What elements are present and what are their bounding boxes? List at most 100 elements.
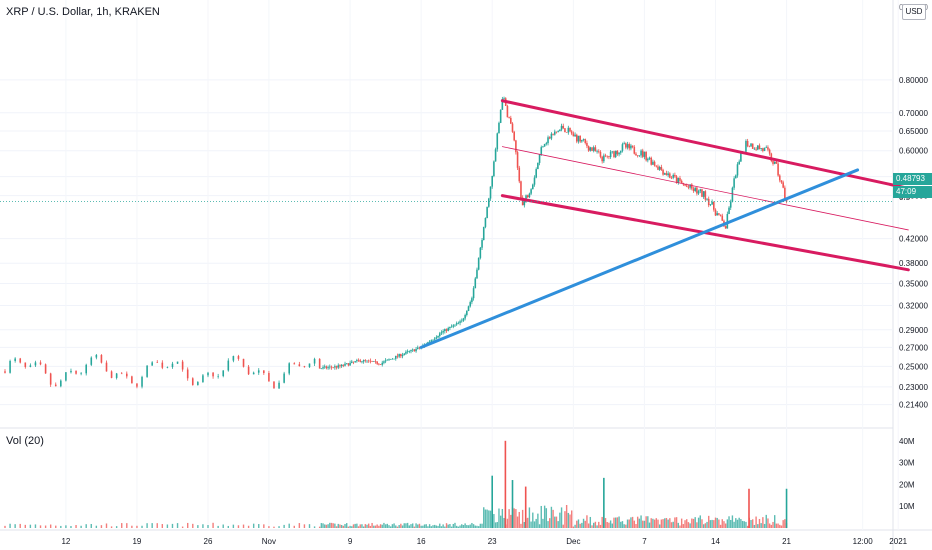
candle-body (151, 362, 153, 366)
candle-body (318, 358, 321, 369)
volume-bar (471, 522, 473, 528)
candle-body (120, 373, 123, 375)
candle-body (411, 349, 414, 351)
volume-bar (450, 526, 453, 528)
symbol-title[interactable]: XRP / U.S. Dollar, 1h, KRAKEN (6, 6, 160, 18)
currency-button[interactable]: USD (902, 4, 926, 20)
candle-body (413, 349, 416, 352)
volume-bar (442, 524, 444, 528)
candle-body (542, 146, 544, 148)
volume-bar (757, 524, 759, 528)
candle-body (383, 361, 385, 363)
candle-body (543, 143, 546, 147)
volume-bar (488, 510, 490, 528)
candle-body (679, 177, 681, 181)
volume-bar (161, 524, 164, 528)
candle-body (19, 358, 22, 363)
volume-bar (207, 525, 209, 528)
volume-indicator-label[interactable]: Vol (20) (6, 435, 44, 447)
candle-body (393, 358, 395, 360)
candle-body (503, 98, 505, 99)
volume-bar (379, 524, 382, 528)
volume-bar (702, 524, 705, 528)
candle-body (621, 144, 624, 151)
candle-body (400, 354, 402, 357)
candle-body (660, 167, 663, 170)
volume-bar (623, 524, 625, 528)
candle-body (762, 148, 764, 151)
candle-body (217, 376, 219, 377)
volume-bar (347, 526, 350, 528)
candle-body (367, 360, 370, 362)
volume-bar (410, 524, 412, 528)
volume-bar (760, 523, 762, 528)
volume-bar (655, 518, 657, 528)
volume-bar (538, 524, 541, 528)
candle-body (486, 206, 488, 219)
candle-body (518, 167, 521, 182)
volume-bar (437, 525, 439, 528)
candle-body (391, 358, 394, 360)
candle-body (599, 151, 602, 157)
volume-bar (672, 521, 674, 528)
volume-bar (740, 519, 742, 528)
candle-body (386, 359, 389, 361)
candle-body (608, 156, 610, 158)
candle-body (724, 226, 727, 229)
volume-bar (576, 520, 578, 528)
drawings[interactable] (0, 99, 910, 349)
volume-bar (413, 526, 416, 528)
time-tick-label: 7 (642, 537, 647, 546)
candle-body (775, 161, 778, 164)
volume-bar (322, 523, 324, 528)
volume-bar (613, 517, 615, 528)
current-price-label: 0.48793 (893, 173, 932, 185)
volume-bar (90, 523, 92, 528)
volume-bar (724, 523, 727, 528)
candle-body (232, 356, 235, 361)
candle-body (709, 204, 712, 206)
volume-bar (444, 526, 446, 528)
candle-body (508, 117, 510, 118)
volume-bar (362, 526, 365, 528)
volume-bar (459, 525, 461, 528)
candle-body (591, 147, 593, 151)
volume-bar (390, 526, 392, 528)
volume-bar (303, 524, 306, 528)
volume-bar (258, 524, 260, 528)
volume-bar (728, 516, 730, 528)
candle-body (603, 155, 605, 162)
candle-body (748, 146, 751, 147)
volume-bar (373, 525, 375, 528)
volume-bar (515, 509, 517, 528)
candle-body (401, 354, 404, 357)
candle-body (268, 373, 270, 382)
volume-bar (212, 522, 214, 528)
volume-bar (784, 519, 786, 528)
time-axis[interactable]: 12 19 26 Nov 9 16 23 Dec 7 14 21 12:00 2021 (61, 537, 907, 546)
volume-bar (547, 521, 549, 528)
volume-bar (775, 523, 778, 528)
volume-bar (735, 518, 737, 528)
candle-body (675, 176, 678, 183)
volume-bar (337, 523, 339, 528)
time-tick-label: 12 (61, 537, 70, 546)
volume-bar (70, 526, 72, 528)
candle-body (354, 361, 356, 363)
candle-body (713, 201, 715, 210)
volume-bar (433, 524, 436, 528)
candle-body (415, 349, 417, 352)
candle-body (645, 151, 647, 161)
candle-body (49, 373, 52, 385)
candle-body (481, 240, 483, 248)
candle-body (535, 169, 537, 178)
candle-body (584, 139, 587, 143)
volume-bar (669, 518, 671, 528)
volume-bar (19, 523, 21, 528)
candle-body (466, 310, 468, 315)
candle-body (455, 323, 458, 325)
candle-body (181, 361, 184, 370)
candle-body (462, 318, 465, 321)
candle-body (545, 143, 548, 144)
